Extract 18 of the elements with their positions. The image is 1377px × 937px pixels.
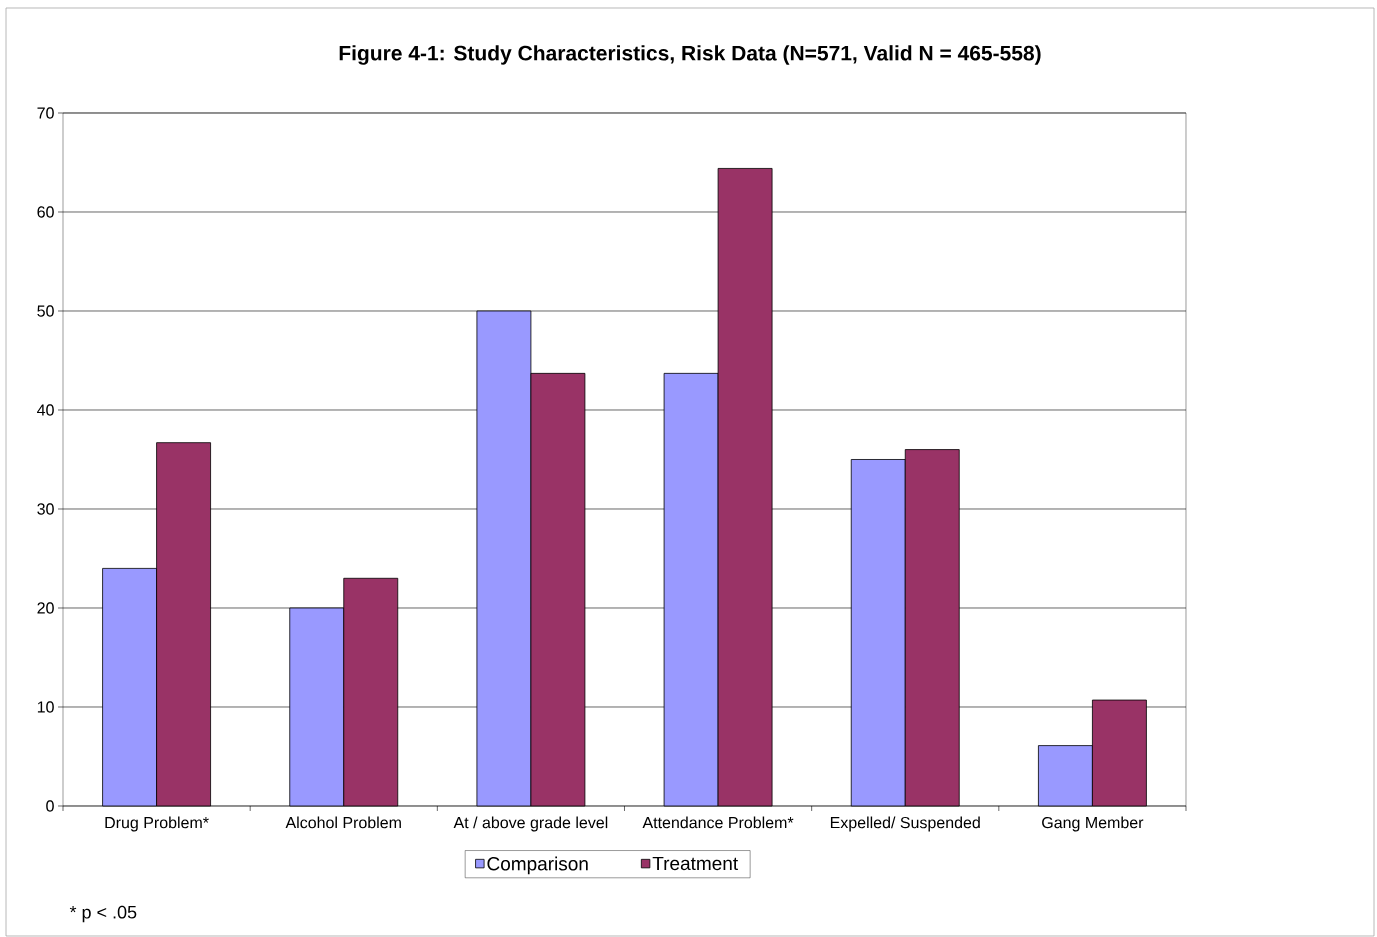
- y-tick-label: 20: [37, 602, 54, 614]
- x-tick-label: Expelled/ Suspended: [830, 816, 980, 832]
- chart-title: Figure 4-1: Study Characteristics, Risk Data (N=571, Valid N = 465-558): [339, 45, 1041, 65]
- text: * p < .05: [69, 905, 137, 923]
- y-tick-label: 30: [37, 503, 54, 515]
- y-tick-label: 10: [37, 701, 54, 713]
- x-tick-label: Attendance Problem*: [642, 816, 794, 829]
- x-tick-label: Alcohol Problem: [285, 816, 401, 829]
- y-tick-label: 60: [37, 206, 54, 218]
- legend-label: Comparison: [487, 856, 588, 875]
- y-tick-label: 70: [37, 107, 54, 119]
- y-tick-label: 0: [46, 800, 54, 812]
- x-tick-label: Drug Problem*: [105, 816, 209, 832]
- y-tick-label: 40: [37, 404, 54, 416]
- y-tick-label: 50: [37, 305, 54, 317]
- legend-label: Treatment: [652, 856, 738, 871]
- x-tick-label: At / above grade level: [453, 816, 608, 832]
- x-tick-label: Gang Member: [1042, 816, 1144, 832]
